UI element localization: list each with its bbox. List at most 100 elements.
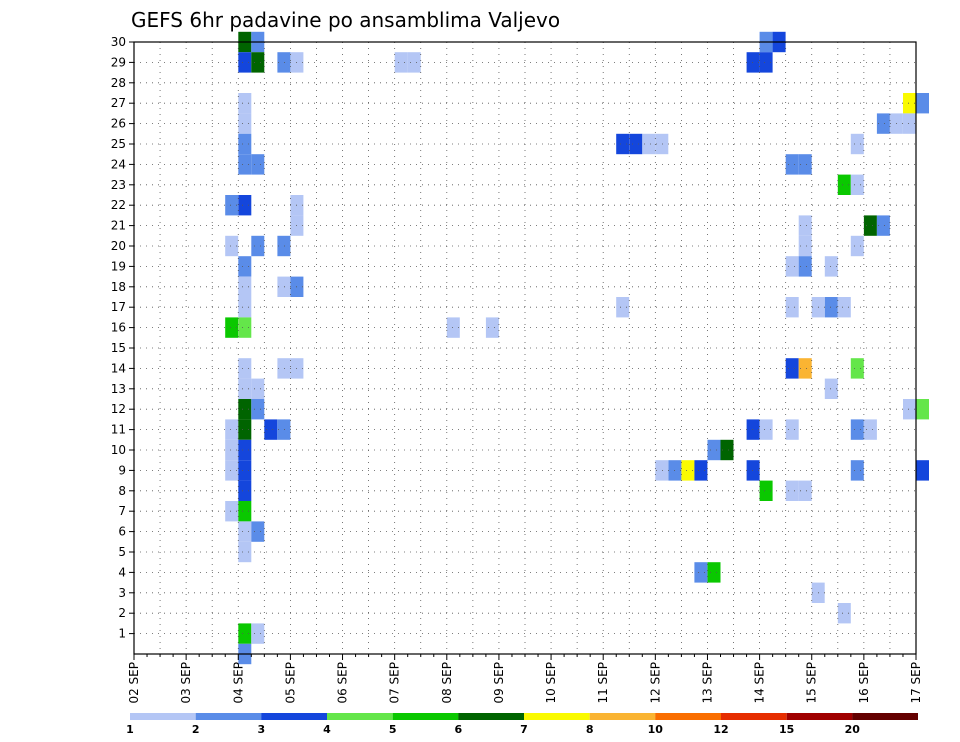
heatmap-cell: [759, 480, 773, 501]
y-tick-label: 9: [118, 463, 126, 477]
heatmap-cell: [238, 195, 252, 216]
legend-label: 4: [323, 723, 331, 736]
heatmap-cell: [850, 460, 864, 481]
y-tick-label: 8: [118, 484, 126, 498]
x-tick-label: 06 SEP: [336, 662, 350, 704]
heatmap-cell: [785, 480, 799, 501]
y-tick-label: 26: [111, 117, 126, 131]
y-tick-label: 19: [111, 259, 126, 273]
y-tick-label: 1: [118, 627, 126, 641]
x-tick-label: 04 SEP: [231, 662, 245, 704]
heatmap-cell: [655, 133, 669, 155]
x-tick-label: 17 SEP: [909, 662, 923, 704]
heatmap-cell: [238, 317, 252, 338]
heatmap-cell: [746, 460, 760, 481]
heatmap-cell: [238, 52, 252, 73]
heatmap-cell: [903, 93, 916, 114]
legend-swatch: [721, 713, 787, 720]
y-tick-label: 21: [111, 219, 126, 233]
y-tick-label: 27: [111, 96, 126, 110]
heatmap-cell: [238, 521, 252, 542]
legend-label: 12: [713, 723, 728, 736]
legend-swatch: [261, 713, 327, 720]
heatmap-cell: [850, 133, 864, 155]
heatmap-cell: [850, 358, 864, 379]
heatmap-cell: [850, 235, 864, 257]
heatmap-cell: [251, 521, 265, 542]
y-tick-label: 18: [111, 280, 126, 294]
x-tick-label: 10 SEP: [544, 662, 558, 704]
legend-swatch: [786, 713, 853, 720]
heatmap-cell: [251, 623, 265, 644]
heatmap-cell: [785, 419, 799, 440]
x-tick-label: 05 SEP: [283, 662, 297, 704]
heatmap-cell: [446, 317, 460, 338]
x-tick-label: 03 SEP: [179, 662, 193, 704]
heatmap-cell: [824, 256, 838, 277]
plot-frame: [133, 41, 917, 655]
heatmap-cell: [759, 419, 773, 440]
y-tick-label: 3: [118, 586, 126, 600]
heatmap-cell: [785, 358, 799, 379]
heatmap-cell: [837, 174, 851, 195]
heatmap-cell: [251, 235, 265, 257]
y-tick-label: 28: [111, 76, 126, 90]
heatmap-cell: [238, 501, 252, 522]
heatmap-cell: [694, 562, 708, 583]
heatmap-cell: [850, 419, 864, 440]
heatmap-cell: [238, 480, 252, 501]
y-tick-label: 20: [111, 239, 126, 253]
legend-swatch: [655, 713, 721, 720]
heatmap-cell: [277, 52, 291, 73]
color-legend: 1 2 3 4 5 6 7 8 10 12 15 20: [126, 713, 918, 736]
heatmap-cell: [264, 419, 278, 440]
heatmap-cell: [720, 439, 734, 461]
x-tick-label: 11 SEP: [596, 662, 610, 704]
heatmap-cell: [238, 378, 252, 399]
heatmap-cell: [238, 154, 252, 175]
legend-swatch: [458, 713, 524, 720]
legend-swatch: [130, 713, 196, 720]
legend-swatch: [852, 713, 918, 720]
heatmap-cell: [616, 297, 630, 318]
heatmap-cell: [407, 52, 421, 73]
heatmap-cell: [916, 460, 929, 481]
legend-label: 2: [192, 723, 200, 736]
y-tick-label: 29: [111, 55, 126, 69]
heatmap-cell: [225, 460, 239, 481]
heatmap-cell: [655, 460, 669, 481]
heatmap-cell: [277, 235, 291, 257]
heatmap-cell: [746, 52, 760, 73]
heatmap-cell: [642, 133, 656, 155]
heatmap-cell: [277, 276, 291, 297]
legend-swatch: [195, 713, 262, 720]
heatmap-cell: [238, 358, 252, 379]
y-tick-label: 12: [111, 402, 126, 416]
y-axis-labels: 1234567891011121314151617181920212223242…: [111, 35, 134, 641]
heatmap-cell: [251, 154, 265, 175]
legend-label: 6: [454, 723, 462, 736]
heatmap-cell: [225, 419, 239, 440]
heatmap-cell: [850, 174, 864, 195]
heatmap-cell: [238, 541, 252, 563]
heatmap-cell: [251, 378, 265, 399]
y-tick-label: 7: [118, 504, 126, 518]
heatmap-cell: [251, 399, 265, 420]
heatmap-cell: [785, 154, 799, 175]
legend-label: 8: [586, 723, 594, 736]
legend-swatch: [327, 713, 393, 720]
legend-label: 7: [520, 723, 528, 736]
y-tick-label: 14: [111, 361, 126, 375]
x-tick-label: 13 SEP: [700, 662, 714, 704]
y-tick-label: 13: [111, 382, 126, 396]
heatmap-cell: [225, 195, 239, 216]
heatmap-cell: [238, 256, 252, 277]
heatmap-cell: [251, 52, 265, 73]
heatmap-cell: [863, 419, 877, 440]
heatmap-cell: [238, 93, 252, 114]
grid-lines: [134, 42, 916, 654]
heatmap-cell: [485, 317, 499, 338]
heatmap-cell: [225, 501, 239, 522]
y-tick-label: 16: [111, 321, 126, 335]
